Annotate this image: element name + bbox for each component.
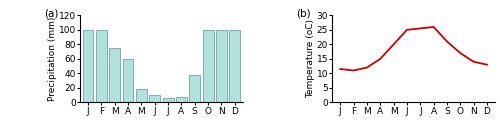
Bar [162, 98, 173, 102]
Bar [136, 89, 147, 102]
Bar [202, 30, 213, 102]
Bar [190, 75, 200, 102]
Bar [96, 30, 107, 102]
Text: (b): (b) [296, 8, 311, 18]
Y-axis label: Precipitation (mm): Precipitation (mm) [48, 17, 57, 101]
Bar [122, 59, 134, 102]
Bar [109, 48, 120, 102]
Bar [216, 30, 227, 102]
Text: (a): (a) [44, 8, 59, 18]
Bar [82, 30, 94, 102]
Bar [230, 30, 240, 102]
Bar [149, 95, 160, 102]
Y-axis label: Temperature (oC): Temperature (oC) [306, 19, 315, 98]
Bar [176, 97, 187, 102]
